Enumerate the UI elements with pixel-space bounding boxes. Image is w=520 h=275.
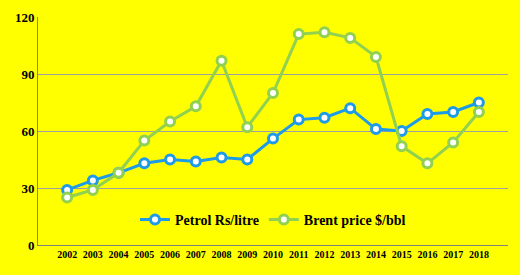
svg-text:120: 120 bbox=[15, 10, 35, 25]
svg-text:2013: 2013 bbox=[340, 249, 360, 260]
svg-text:90: 90 bbox=[21, 67, 34, 82]
svg-text:Petrol Rs/litre: Petrol Rs/litre bbox=[175, 213, 259, 228]
svg-text:2007: 2007 bbox=[186, 249, 206, 260]
svg-text:2003: 2003 bbox=[83, 249, 103, 260]
svg-text:2012: 2012 bbox=[314, 249, 334, 260]
svg-text:2011: 2011 bbox=[289, 249, 308, 260]
svg-text:2016: 2016 bbox=[417, 249, 437, 260]
svg-text:2017: 2017 bbox=[443, 249, 463, 260]
svg-text:Brent price $/bbl: Brent price $/bbl bbox=[304, 213, 406, 228]
svg-text:2015: 2015 bbox=[392, 249, 412, 260]
svg-text:2009: 2009 bbox=[237, 249, 257, 260]
svg-text:2002: 2002 bbox=[57, 249, 77, 260]
svg-text:2014: 2014 bbox=[366, 249, 386, 260]
svg-text:2005: 2005 bbox=[134, 249, 154, 260]
svg-text:2008: 2008 bbox=[212, 249, 232, 260]
svg-text:30: 30 bbox=[21, 181, 34, 196]
svg-text:2006: 2006 bbox=[160, 249, 180, 260]
svg-text:2010: 2010 bbox=[263, 249, 283, 260]
svg-text:2004: 2004 bbox=[109, 249, 129, 260]
svg-text:2018: 2018 bbox=[469, 249, 489, 260]
svg-text:0: 0 bbox=[28, 238, 35, 253]
svg-text:60: 60 bbox=[21, 124, 34, 139]
